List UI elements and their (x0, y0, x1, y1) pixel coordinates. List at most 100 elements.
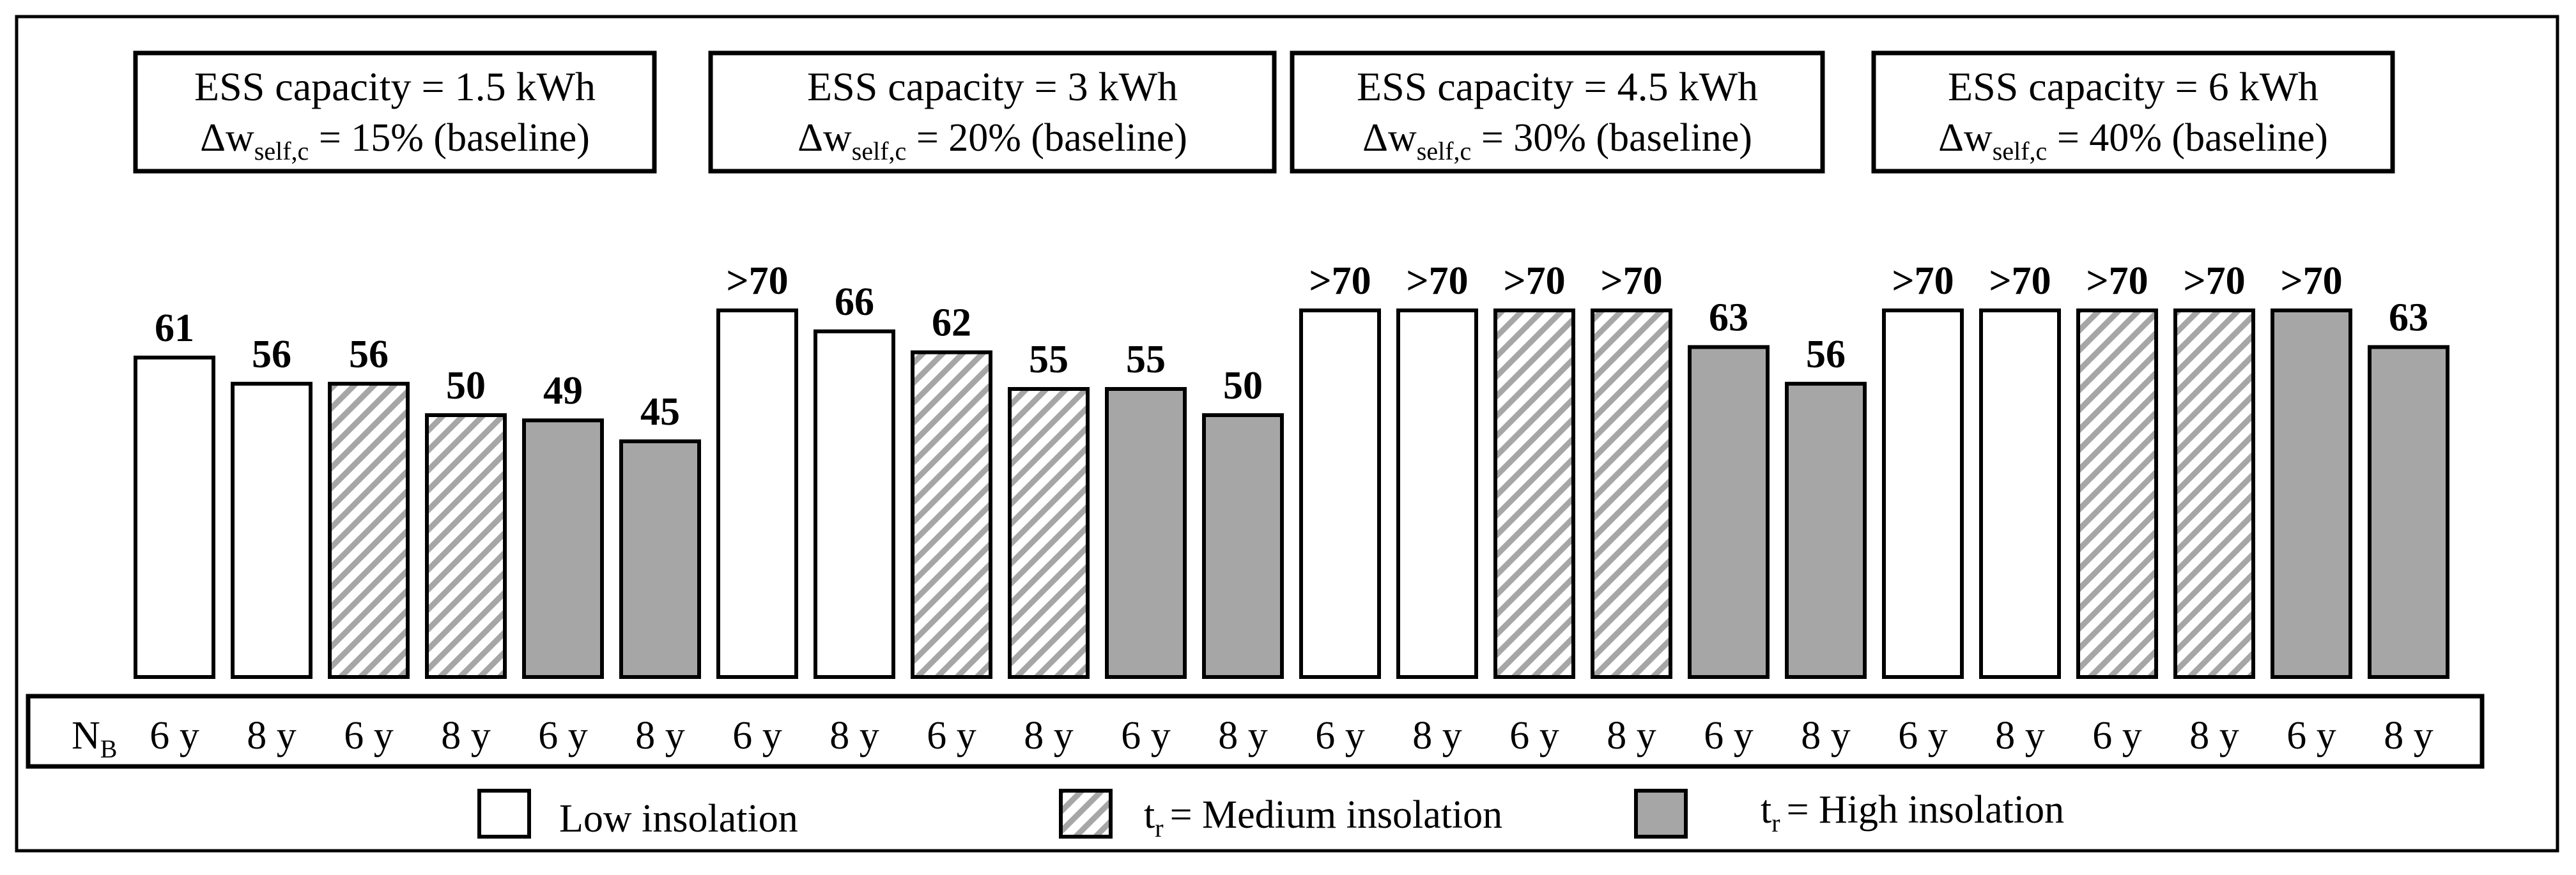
group-box-1 (133, 50, 657, 174)
group-subtitle-prefix: Δw (200, 116, 254, 160)
bar-value-label: 56 (252, 333, 291, 376)
x-axis-label-main: N (72, 714, 100, 757)
bar-value-label: >70 (1989, 259, 2051, 303)
x-tick-label: 8 y (635, 714, 685, 757)
x-tick-label: 6 y (150, 714, 199, 757)
group-subtitle-subscript: self,c (852, 137, 907, 165)
group-title-4: ESS capacity = 6 kWh (1948, 64, 2318, 109)
group-subtitle-2: Δwself,c = 20% (baseline) (798, 116, 1187, 165)
bar-g2-3-medium (911, 350, 992, 679)
group-title-2: ESS capacity = 3 kWh (807, 64, 1178, 109)
x-tick-label: 8 y (1995, 714, 2045, 757)
bar-g4-1-low (1882, 308, 1964, 679)
group-subtitle-subscript: self,c (1993, 137, 2048, 165)
axis-tick-frame (26, 694, 2485, 769)
x-tick-label: 6 y (927, 714, 976, 757)
bar-value-label: >70 (1406, 259, 1468, 303)
x-tick-label: 8 y (1218, 714, 1268, 757)
bar-g3-1-low (1299, 308, 1381, 679)
x-tick-label: 6 y (1509, 714, 1559, 757)
x-tick-label: 8 y (1024, 714, 1074, 757)
group-subtitle-subscript: self,c (1417, 137, 1472, 165)
bar-value-label: 45 (640, 390, 680, 434)
x-tick-label: 6 y (344, 714, 394, 757)
legend-label-high-subscript: r (1771, 809, 1780, 837)
group-subtitle-suffix: = 40% (baseline) (2047, 116, 2328, 160)
bar-g4-4-medium (2173, 308, 2255, 679)
x-tick-labels: 6 y 8 y 6 y 8 y 6 y 8 y 6 y 8 y 6 y 8 y 6 y 8 y 6 y 8… (150, 714, 2433, 757)
x-tick-label: 6 y (2287, 714, 2336, 757)
x-axis-label-subscript: B (100, 734, 118, 763)
x-tick-label: 6 y (1704, 714, 1754, 757)
bar-g3-3-medium (1493, 308, 1575, 679)
x-tick-label: 6 y (732, 714, 782, 757)
bar-g2-2-low (814, 329, 895, 679)
bar-g1-4-medium (425, 413, 507, 679)
group-box-4 (1871, 50, 2395, 174)
legend-label-high-text: = High insolation (1787, 788, 2065, 832)
bar-g2-6-high (1202, 413, 1284, 679)
bar-g4-2-low (1979, 308, 2061, 679)
bar-g1-6-high (619, 439, 701, 679)
bar-g1-2-low (231, 381, 312, 679)
bar-area: 61 56 56 50 49 45 >70 66 62 55 55 50 >70 >70 >70 >70 63 5… (134, 259, 2449, 679)
x-tick-label: 6 y (1121, 714, 1171, 757)
group-subtitle-suffix: = 20% (baseline) (906, 116, 1187, 160)
x-tick-label: 6 y (1898, 714, 1948, 757)
legend-swatch-low (477, 789, 531, 839)
group-title-3: ESS capacity = 4.5 kWh (1357, 64, 1758, 109)
group-subtitle-prefix: Δw (1362, 116, 1417, 160)
group-subtitle-1: Δwself,c = 15% (baseline) (200, 116, 590, 165)
bar-g3-2-low (1396, 308, 1478, 679)
bar-g3-4-medium (1591, 308, 1672, 679)
bar-value-label: 56 (1806, 333, 1846, 376)
bar-g3-6-high (1785, 381, 1867, 679)
bar-g4-6-high (2368, 345, 2449, 679)
group-box-2 (708, 50, 1277, 174)
group-subtitle-suffix: = 15% (baseline) (309, 116, 590, 160)
group-box-3 (1290, 50, 1825, 174)
bar-value-label: 56 (349, 333, 389, 376)
bar-value-label: >70 (1309, 259, 1371, 303)
bar-value-label: >70 (1503, 259, 1565, 303)
bar-value-label: 50 (1223, 364, 1263, 407)
bar-g4-5-high (2271, 308, 2352, 679)
group-title-1: ESS capacity = 1.5 kWh (194, 64, 596, 109)
bar-g4-3-medium (2076, 308, 2158, 679)
x-tick-label: 8 y (247, 714, 297, 757)
x-tick-label: 8 y (2189, 714, 2239, 757)
bar-g3-5-high (1688, 345, 1770, 679)
bar-value-label: 61 (155, 307, 194, 350)
group-subtitle-3: Δwself,c = 30% (baseline) (1362, 116, 1752, 165)
bar-value-label: >70 (1892, 259, 1954, 303)
bar-g2-4-medium (1008, 387, 1090, 679)
legend-label-medium-prefix: t (1144, 793, 1155, 837)
bar-value-label: >70 (2086, 259, 2148, 303)
group-subtitle-prefix: Δw (1938, 116, 1993, 160)
legend-label-low: Low insolation (559, 797, 798, 841)
bar-g1-1-low (134, 355, 215, 679)
legend-label-medium-text: = Medium insolation (1170, 793, 1503, 837)
x-tick-label: 8 y (1801, 714, 1851, 757)
group-subtitle-4: Δwself,c = 40% (baseline) (1938, 116, 2328, 165)
legend-label-medium-subscript: r (1155, 814, 1163, 842)
bar-value-label: 63 (2389, 296, 2428, 339)
x-tick-label: 6 y (2092, 714, 2142, 757)
legend: Low insolation tr = Medium insolation tr =… (477, 788, 2064, 842)
bar-value-label: 55 (1029, 338, 1068, 381)
bar-g1-5-high (522, 418, 604, 679)
bar-value-label: 62 (932, 301, 971, 345)
bar-value-label: 63 (1709, 296, 1748, 339)
bar-value-label: >70 (2280, 259, 2342, 303)
legend-label-high: tr = High insolation (1761, 788, 2064, 837)
bar-value-label: 50 (446, 364, 486, 407)
bar-value-label: 55 (1126, 338, 1166, 381)
bar-value-label: >70 (726, 259, 788, 303)
bar-g2-1-low (716, 308, 798, 679)
x-tick-label: 8 y (1412, 714, 1462, 757)
group-subtitle-suffix: = 30% (baseline) (1471, 116, 1752, 160)
group-subtitle-subscript: self,c (254, 137, 309, 165)
legend-swatch-high (1634, 789, 1688, 839)
